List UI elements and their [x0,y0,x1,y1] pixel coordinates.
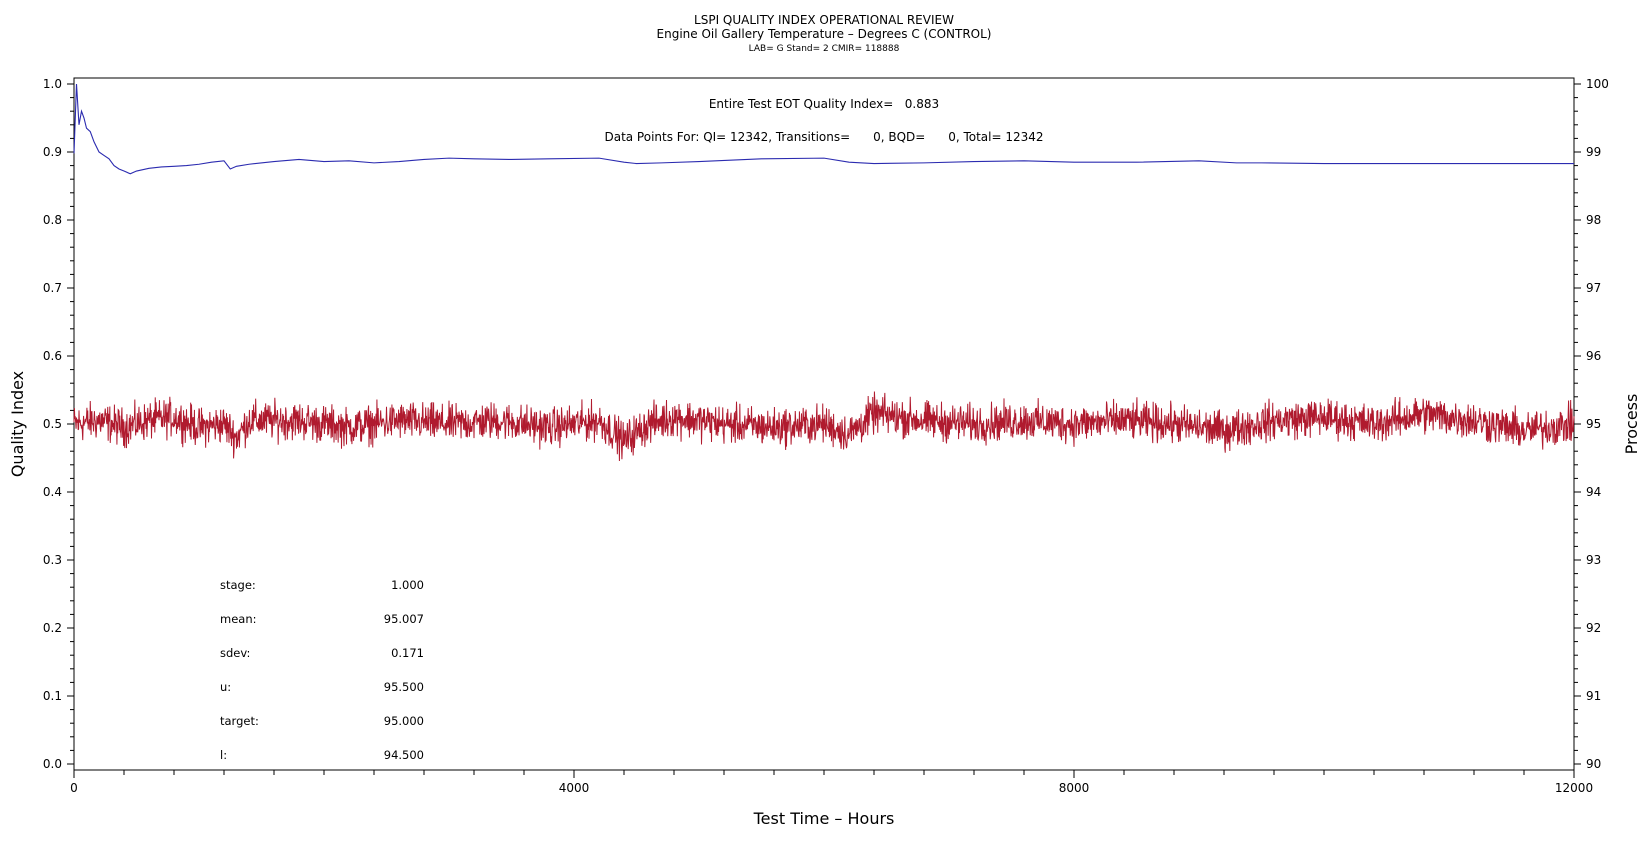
y-right-tick-label: 95 [1586,417,1601,431]
data-points-annotation: Data Points For: QI= 12342, Transitions=… [604,130,1043,144]
stat-value: 95.000 [384,714,424,728]
y-left-tick-label: 0.5 [43,417,62,431]
stats-block: stage: 1.000 mean: 95.007 sdev: 0.171 u: 95.500… [220,578,424,762]
right-y-axis: 90 91 92 93 94 95 96 97 98 99 100 [1574,77,1609,771]
stat-value: 94.500 [384,748,424,762]
x-tick-label: 12000 [1555,781,1593,795]
x-tick-label: 8000 [1059,781,1090,795]
quality-index-annotation: Entire Test EOT Quality Index= 0.883 [709,97,939,111]
y-right-tick-label: 96 [1586,349,1601,363]
y-left-tick-label: 0.3 [43,553,62,567]
stat-value: 0.171 [391,646,424,660]
y-right-tick-label: 92 [1586,621,1601,635]
y-right-tick-label: 94 [1586,485,1601,499]
left-y-axis: 0.0 0.1 0.2 0.3 0.4 0.5 0.6 0.7 0.8 0.9 1.0 [43,77,74,771]
series-layer [73,83,1575,461]
y-left-tick-label: 0.6 [43,349,62,363]
stat-label: stage: [220,578,256,592]
stat-value: 95.007 [384,612,424,626]
quality-index-series-line [73,83,1574,175]
stat-label: sdev: [220,646,250,660]
chart-subtitle: Engine Oil Gallery Temperature – Degrees… [657,27,992,41]
stat-label: mean: [220,612,257,626]
chart-lab-info: LAB= G Stand= 2 CMIR= 118888 [749,44,900,54]
process-series-line [73,391,1575,461]
stat-label: u: [220,680,231,694]
stat-label: l: [220,748,227,762]
y-axis-right-title: Process [1622,394,1641,455]
y-left-tick-label: 0.0 [43,757,62,771]
y-right-tick-label: 97 [1586,281,1601,295]
chart-title: LSPI QUALITY INDEX OPERATIONAL REVIEW [694,13,954,27]
stat-value: 1.000 [391,578,424,592]
y-right-tick-label: 93 [1586,553,1601,567]
x-axis: 0 4000 8000 12000 [70,770,1593,795]
y-right-tick-label: 91 [1586,689,1601,703]
y-axis-left-title: Quality Index [8,371,27,477]
stat-value: 95.500 [384,680,424,694]
y-left-tick-label: 0.2 [43,621,62,635]
y-left-tick-label: 0.7 [43,281,62,295]
y-left-tick-label: 0.4 [43,485,62,499]
x-tick-label: 4000 [559,781,590,795]
y-right-tick-label: 99 [1586,145,1601,159]
stat-label: target: [220,714,259,728]
y-left-tick-label: 1.0 [43,77,62,91]
x-axis-title: Test Time – Hours [753,809,895,828]
y-left-tick-label: 0.1 [43,689,62,703]
y-right-tick-label: 100 [1586,77,1609,91]
y-right-tick-label: 90 [1586,757,1601,771]
y-left-tick-label: 0.8 [43,213,62,227]
y-left-tick-label: 0.9 [43,145,62,159]
y-right-tick-label: 98 [1586,213,1601,227]
x-tick-label: 0 [70,781,78,795]
